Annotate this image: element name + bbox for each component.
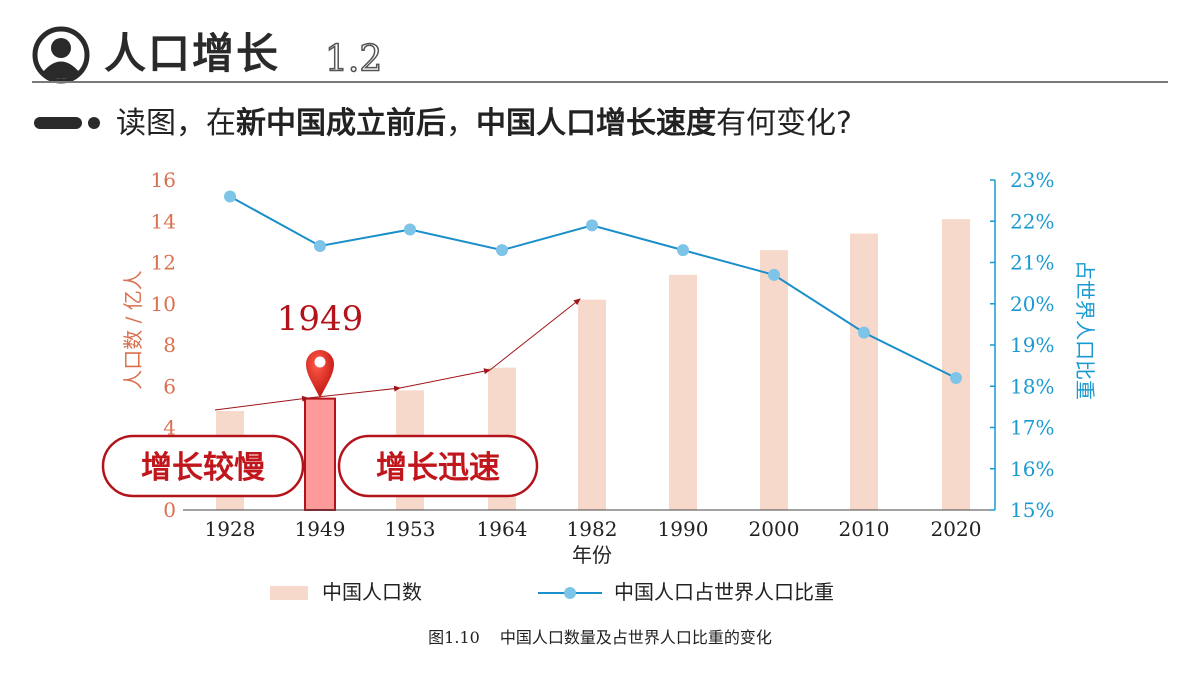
bar-2000 [760, 250, 788, 510]
x-tick-label: 1928 [205, 517, 256, 541]
right-tick-label: 20% [1010, 292, 1054, 316]
figure-number: 图1.10 [428, 628, 480, 647]
question-part-2: ， [446, 106, 476, 141]
right-tick-label: 22% [1010, 209, 1054, 233]
question-part-3: 有何变化? [716, 106, 852, 141]
slow-growth-text: 增长较慢 [141, 450, 266, 486]
trend-arrow-3 [399, 368, 491, 389]
bar-2010 [850, 233, 878, 510]
legend-bar-swatch [270, 586, 308, 600]
x-tick-label: 1953 [385, 517, 436, 541]
share-point-1990 [677, 244, 689, 257]
x-axis-ticks: 1928 1949 1953 1964 1982 1990 2000 2010 2020 [205, 517, 982, 541]
trend-arrow-4 [489, 298, 581, 371]
trend-arrow-2 [307, 385, 401, 399]
right-axis-ticks: 15% 16% 17% 18% 19% 20% 21% 22% 23% [990, 168, 1054, 522]
figure-title: 中国人口数量及占世界人口比重的变化 [499, 628, 772, 647]
left-tick-label: 0 [163, 498, 176, 522]
section-number: 1.2 [324, 38, 383, 81]
question-bold-1: 新中国成立前后 [236, 106, 446, 141]
left-tick-label: 6 [163, 374, 176, 398]
right-tick-label: 23% [1010, 168, 1054, 192]
fast-growth-text: 增长迅速 [376, 450, 500, 486]
left-tick-label: 12 [151, 251, 176, 275]
legend-bar-label: 中国人口数 [322, 580, 422, 604]
left-tick-label: 8 [163, 333, 176, 357]
legend: 中国人口数 中国人口占世界人口比重 [270, 580, 834, 604]
right-tick-label: 19% [1010, 333, 1054, 357]
question-part-1: 读图，在 [116, 106, 236, 141]
question-text: 读图，在新中国成立前后，中国人口增长速度有何变化? [116, 102, 852, 146]
x-tick-label: 2000 [749, 517, 800, 541]
right-tick-label: 17% [1010, 416, 1054, 440]
right-tick-label: 16% [1010, 457, 1054, 481]
left-tick-label: 10 [151, 292, 176, 316]
person-icon [32, 26, 90, 84]
x-tick-label: 1982 [567, 517, 618, 541]
x-tick-label: 1964 [477, 517, 528, 541]
left-tick-label: 4 [163, 416, 176, 440]
question-bullet-icon [34, 117, 100, 129]
share-point-1949 [314, 240, 326, 252]
question-bold-2: 中国人口增长速度 [476, 106, 716, 141]
bar-1949 [304, 397, 336, 511]
bar-1982 [578, 299, 606, 510]
map-pin-icon [306, 350, 334, 398]
share-line-layer [224, 190, 962, 384]
header-divider [32, 81, 1168, 83]
legend-line-label: 中国人口占世界人口比重 [614, 580, 834, 604]
right-tick-label: 18% [1010, 374, 1054, 398]
highlight-year-label: 1949 [277, 299, 364, 339]
share-point-2010 [858, 326, 870, 339]
share-point-2000 [768, 268, 780, 281]
right-axis-label: 占世界人口比重 [1073, 260, 1097, 400]
x-axis-label: 年份 [572, 543, 612, 567]
header: 人口增长 1.2 [0, 0, 1200, 90]
share-point-1928 [224, 190, 236, 203]
page-title: 人口增长 [104, 29, 281, 78]
left-tick-label: 16 [151, 168, 176, 192]
share-point-1953 [404, 223, 416, 236]
trend-arrow-1 [214, 395, 309, 411]
x-tick-label: 2010 [839, 517, 890, 541]
share-point-2020 [950, 372, 962, 384]
x-tick-label: 1990 [658, 517, 709, 541]
bar-1990 [669, 274, 697, 510]
right-tick-label: 21% [1010, 251, 1054, 275]
fast-growth-label: 增长迅速 [337, 434, 539, 498]
slow-growth-label: 增长较慢 [101, 434, 305, 498]
figure-caption: 图1.10 中国人口数量及占世界人口比重的变化 [0, 624, 1200, 648]
x-tick-label: 1949 [295, 517, 346, 541]
x-tick-label: 2020 [931, 517, 982, 541]
legend-line-marker [564, 587, 576, 599]
left-tick-label: 14 [151, 209, 176, 233]
left-axis-label: 人口数 / 亿人 [121, 270, 145, 389]
bar-2020 [942, 219, 970, 510]
share-point-1964 [496, 244, 508, 257]
growth-trend-arrows [214, 298, 581, 411]
share-point-1982 [586, 219, 598, 232]
right-tick-label: 15% [1010, 498, 1054, 522]
